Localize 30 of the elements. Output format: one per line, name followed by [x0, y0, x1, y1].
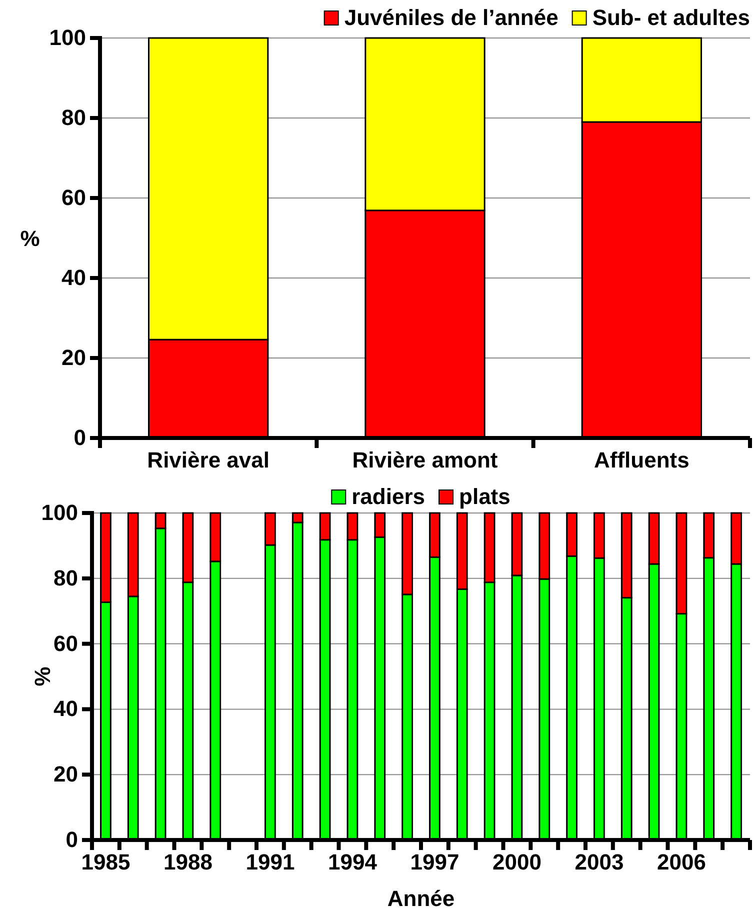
y-tick-label: 40 [54, 696, 78, 722]
y-tick-label: 100 [49, 25, 86, 50]
y-tick-label: 60 [62, 185, 86, 210]
y-tick-label: 20 [62, 345, 86, 370]
y-tick-label: 100 [41, 500, 78, 526]
y-tick-label: 40 [62, 265, 86, 290]
x-tick-label: 1988 [163, 850, 212, 875]
x-tick-label: Affluents [594, 448, 690, 473]
x-tick-label: 1997 [410, 850, 460, 875]
x-tick-label: 1994 [328, 850, 378, 875]
x-tick-label: Rivière aval [147, 448, 270, 473]
x-tick-label: 2003 [574, 850, 624, 875]
x-tick-label: 1991 [246, 850, 295, 875]
x-tick-label: 2000 [492, 850, 542, 875]
legend-label: radiers [352, 484, 426, 509]
legend-label: Juvéniles de l’année [344, 5, 558, 30]
legend-label: Sub- et adultes [592, 5, 750, 30]
y-tick-label: 0 [74, 425, 86, 450]
x-tick-label: Rivière amont [352, 448, 498, 473]
y-axis-title: % [20, 226, 40, 251]
x-axis-title: Année [387, 886, 455, 911]
y-tick-label: 80 [54, 565, 78, 590]
y-axis-title: % [30, 666, 55, 686]
y-tick-label: 80 [62, 105, 86, 130]
legend-label: plats [459, 484, 510, 509]
y-tick-label: 0 [66, 827, 78, 852]
x-tick-label: 2006 [656, 850, 706, 875]
y-tick-label: 20 [54, 762, 78, 787]
x-tick-label: 1985 [81, 850, 130, 875]
y-tick-label: 60 [54, 630, 78, 656]
